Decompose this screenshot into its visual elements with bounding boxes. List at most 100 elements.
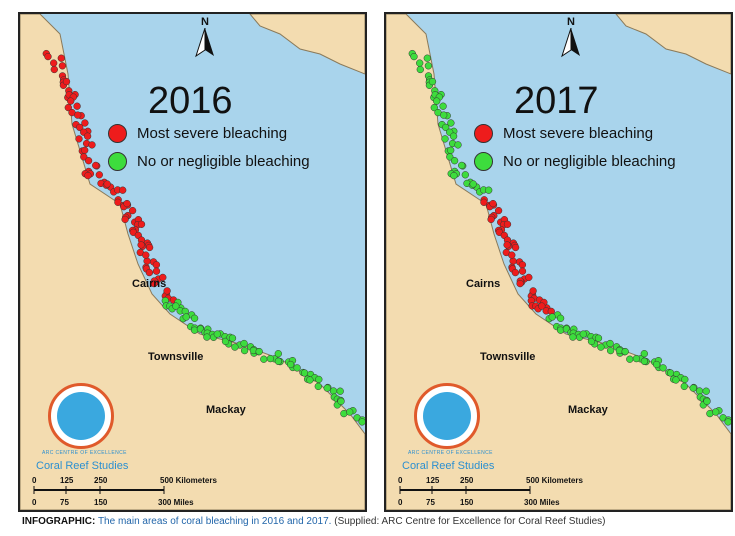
reef-dot	[556, 314, 565, 322]
reef-dot	[442, 123, 450, 132]
legend-red-dot-icon	[108, 123, 127, 143]
reef-dot	[587, 337, 596, 346]
reef-dot	[703, 397, 711, 405]
reef-dot	[150, 279, 158, 288]
reef-dot	[597, 343, 605, 351]
legend-severe-label: Most severe bleaching	[137, 124, 288, 142]
reef-dot	[73, 102, 81, 110]
scale-bar: 0 125 250 500 Kilometers 0 75 150 300 Mi…	[396, 476, 626, 510]
reef-dot	[255, 347, 263, 356]
bleaching-points-2017	[408, 49, 731, 426]
north-arrow-icon	[561, 27, 580, 58]
scale-mi-75: 75	[426, 498, 435, 507]
reef-dot	[640, 350, 648, 358]
scale-mi-0: 0	[398, 498, 403, 507]
city-townsville: Townsville	[480, 351, 536, 363]
reef-dot	[143, 257, 151, 265]
reef-dot	[260, 355, 268, 363]
reef-dot	[640, 357, 649, 365]
year-title: 2016	[148, 80, 233, 122]
reef-dot	[152, 261, 161, 269]
reef-dot	[274, 357, 283, 365]
reef-dot	[337, 397, 345, 405]
city-townsville: Townsville	[148, 351, 204, 363]
scale-km-125: 125	[426, 476, 440, 485]
reef-dot	[76, 123, 84, 132]
reef-dot	[75, 135, 83, 143]
globe-fish-icon	[423, 392, 471, 440]
reef-dot	[516, 279, 524, 288]
caption-label: INFOGRAPHIC:	[22, 516, 96, 527]
legend-severe: Most severe bleaching	[474, 122, 653, 144]
caption-text[interactable]: The main areas of coral bleaching in 201…	[97, 516, 332, 527]
arc-logo	[48, 383, 114, 449]
reef-dot	[606, 346, 615, 355]
reef-dot	[121, 215, 129, 224]
reef-dot	[119, 186, 127, 194]
reef-dot	[450, 171, 458, 180]
reef-dot	[489, 199, 497, 208]
reef-dot	[594, 334, 603, 342]
reef-dot	[137, 241, 145, 249]
reef-dot	[439, 102, 447, 110]
reef-dot	[503, 241, 511, 249]
logo-line2: Coral Reef Studies	[36, 460, 129, 472]
reef-dot	[712, 408, 720, 416]
reef-dot	[50, 65, 58, 74]
reef-dot	[666, 369, 675, 377]
scale-km-0: 0	[398, 476, 403, 485]
reef-dot	[88, 141, 96, 149]
land-new-guinea	[615, 14, 731, 75]
reef-dot	[579, 330, 587, 338]
map-2017	[386, 14, 731, 510]
reef-dot	[724, 418, 731, 426]
reef-dot	[58, 62, 67, 70]
reef-dot	[621, 347, 629, 356]
reef-dot	[172, 302, 180, 310]
logo-line1: ARC CENTRE OF EXCELLENCE	[408, 450, 493, 456]
reef-dot	[689, 384, 697, 392]
map-panel-2016: N 2016 Most severe bleaching No or negli…	[18, 12, 367, 512]
reef-dot	[508, 251, 516, 259]
reef-dot	[240, 346, 249, 355]
reef-dot	[159, 273, 167, 282]
reef-dot	[681, 375, 689, 384]
reef-dot	[83, 132, 92, 140]
scale-mi-0: 0	[32, 498, 37, 507]
north-label: N	[567, 16, 575, 28]
reef-dot	[430, 103, 438, 112]
reef-dot	[203, 333, 211, 341]
reef-dot	[64, 103, 72, 112]
scale-km-0: 0	[32, 476, 37, 485]
scale-mi-150: 150	[94, 498, 108, 507]
reef-dot	[433, 97, 441, 105]
reef-dot	[57, 54, 65, 62]
north-arrow: N	[192, 16, 218, 63]
reef-dot	[487, 215, 495, 224]
reef-dot	[103, 180, 111, 188]
city-mackay: Mackay	[568, 404, 608, 416]
reef-dot	[672, 376, 680, 384]
reef-dot	[680, 382, 688, 391]
reef-dot	[145, 243, 154, 252]
north-label: N	[201, 16, 209, 28]
legend-green-dot-icon	[474, 151, 493, 171]
reef-dot	[702, 387, 710, 395]
legend-none-label: No or negligible bleaching	[137, 152, 310, 170]
arc-logo	[414, 383, 480, 449]
reef-dot	[511, 268, 520, 277]
reef-dot	[286, 360, 295, 369]
reef-dot	[142, 251, 150, 259]
scale-mi-300: 300 Miles	[524, 498, 560, 507]
reef-dot	[503, 220, 512, 228]
reef-dot	[469, 180, 477, 188]
reef-dot	[231, 343, 239, 351]
reef-dot	[440, 111, 448, 119]
reef-dot	[163, 287, 171, 295]
reef-dot	[485, 186, 493, 194]
scale-km-500: 500 Kilometers	[526, 476, 583, 485]
city-cairns: Cairns	[132, 278, 167, 290]
scale-mi-75: 75	[60, 498, 69, 507]
city-mackay: Mackay	[206, 404, 246, 416]
north-arrow-icon	[195, 27, 214, 58]
